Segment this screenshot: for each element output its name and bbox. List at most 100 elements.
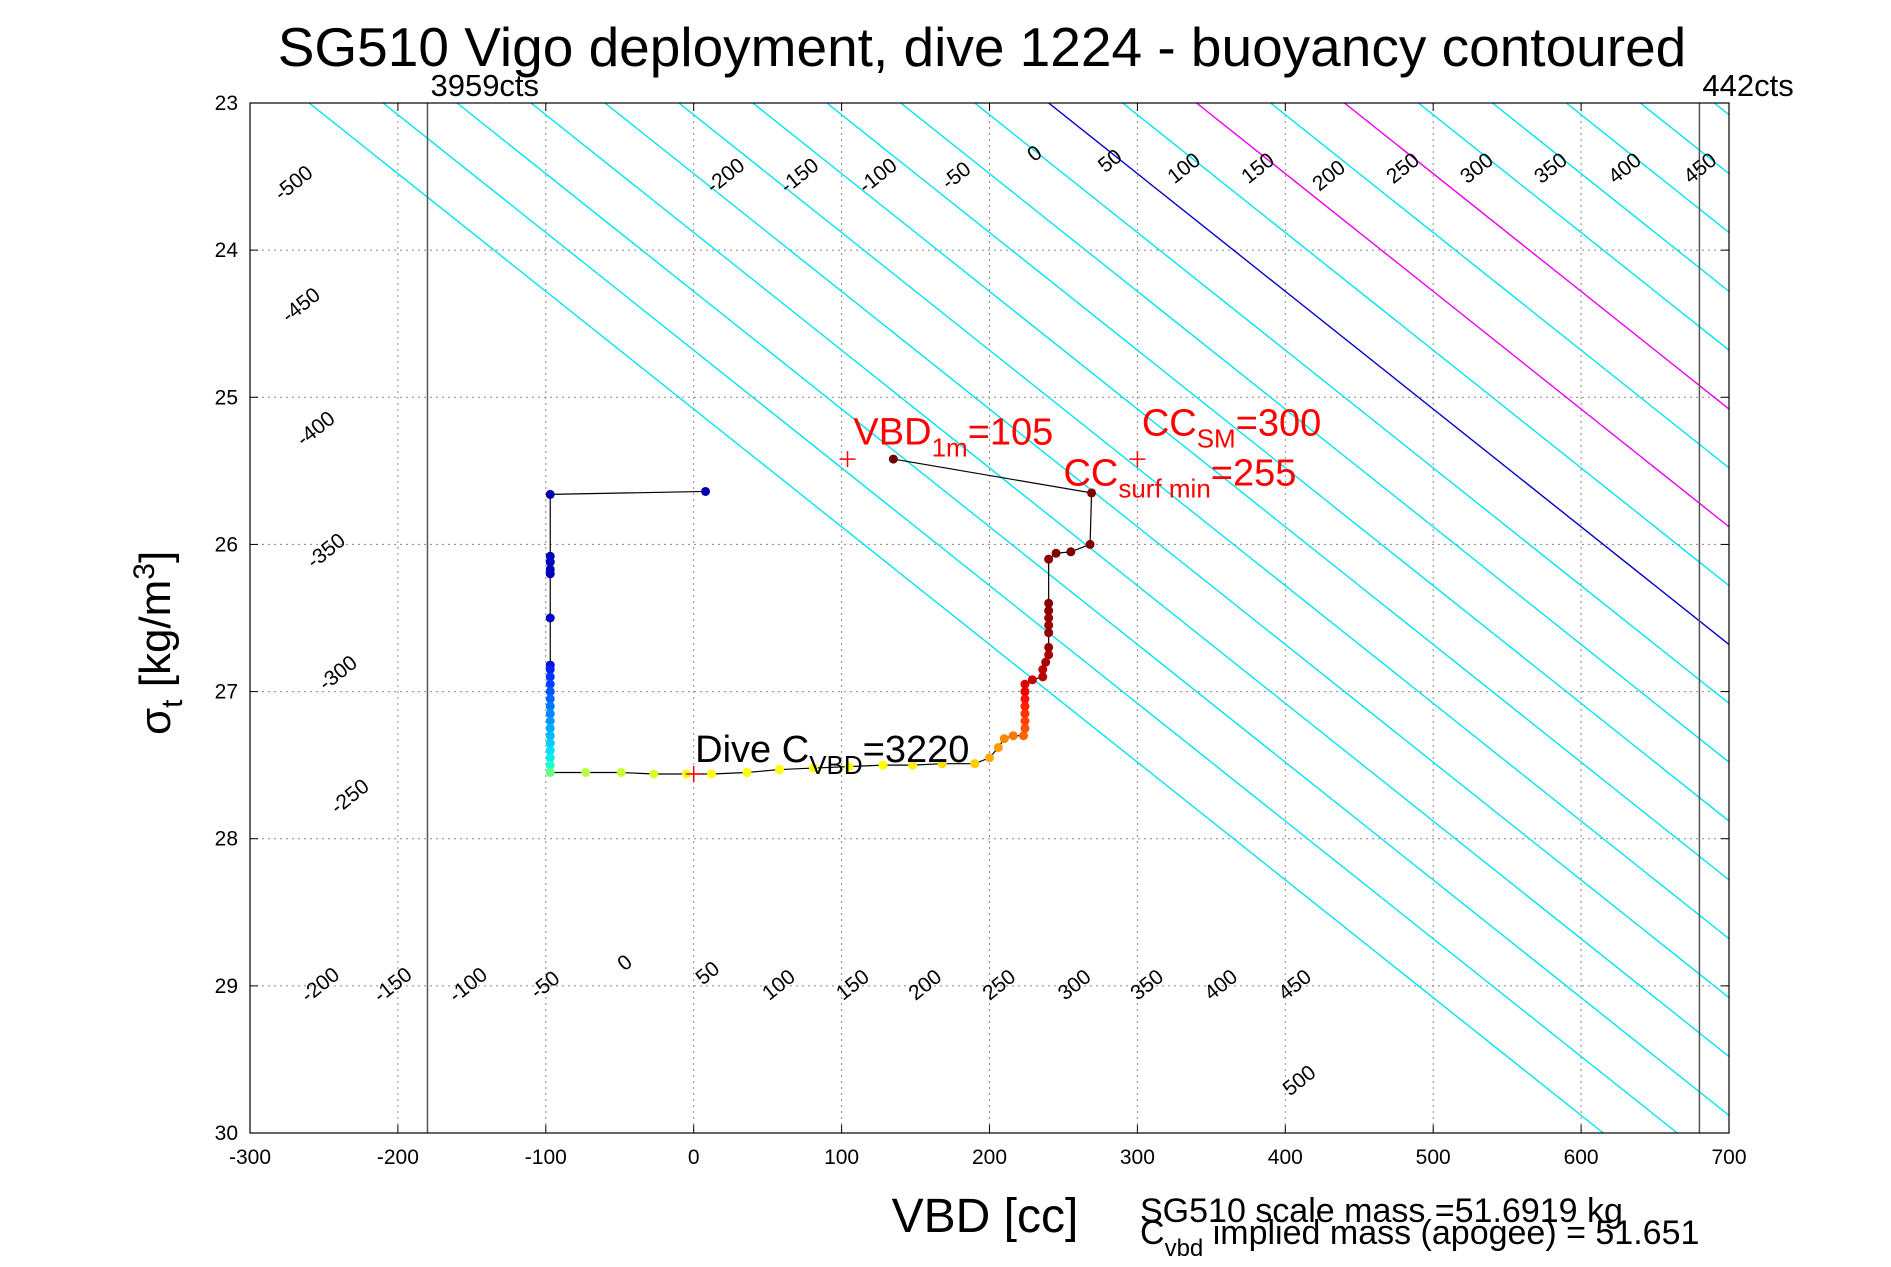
dive-path-point (937, 759, 947, 769)
dive-path-point (545, 687, 555, 697)
dive-path-point (808, 763, 818, 773)
annotation-ccsurf: CCsurf min=255 (1063, 453, 1296, 504)
x-tick-label: 400 (1268, 1146, 1303, 1169)
annotation-ccsm: CCSM=300 (1142, 403, 1321, 454)
dive-path-point (1020, 709, 1030, 719)
dive-path-point (1008, 731, 1018, 741)
y-axis-label: σt [kg/m3] (128, 551, 189, 735)
dive-path-point (1044, 620, 1054, 630)
x-tick-label: 100 (824, 1146, 859, 1169)
dive-path-point (545, 760, 555, 770)
dive-path-point (545, 768, 555, 777)
dive-path-point (545, 679, 555, 689)
x-tick-label: 700 (1711, 1146, 1746, 1169)
dive-path-point (1087, 488, 1097, 498)
dive-path-point (1041, 657, 1051, 667)
footer-implied-mass: Cvbd implied mass (apogee) = 51.651 (1140, 1214, 1699, 1262)
dive-path-point (1085, 539, 1095, 549)
dive-path-point (649, 769, 659, 779)
contour-line (900, 103, 1729, 764)
y-tick-label: 28 (215, 828, 238, 851)
dive-path-point (1044, 554, 1054, 564)
contour-line (974, 103, 1729, 705)
dive-path-point (774, 765, 784, 775)
x-tick-label: -200 (377, 1146, 419, 1169)
dive-path-point (1038, 672, 1048, 682)
dive-path-point (1044, 598, 1054, 608)
dive-path-point (616, 768, 626, 777)
dive-path-point (545, 731, 555, 741)
annotation-vbd1m: VBD1m=105 (853, 411, 1053, 462)
contour-lines (308, 103, 1729, 1133)
dive-path-point (545, 694, 555, 704)
dive-path-point (1066, 547, 1076, 557)
limit-line-label: 442cts (1702, 68, 1793, 103)
dive-path-point (545, 569, 555, 579)
y-tick-label: 30 (215, 1122, 238, 1145)
x-tick-label: 600 (1564, 1146, 1599, 1169)
annotation-divecvbd: Dive CVBD=3220 (695, 729, 969, 780)
dive-path-point (878, 760, 888, 770)
dive-path-point (545, 745, 555, 755)
x-tick-label: 200 (972, 1146, 1007, 1169)
x-axis-label: VBD [cc] (892, 1190, 1079, 1243)
dive-path-point (1020, 679, 1030, 689)
contour-line (382, 103, 1678, 1133)
x-tick-label: 300 (1120, 1146, 1155, 1169)
y-tick-label: 27 (215, 681, 238, 704)
dive-path-point (888, 454, 898, 464)
dive-path-point (1020, 694, 1030, 704)
contour-line (1122, 103, 1729, 587)
contour-line (1270, 103, 1729, 469)
highlight-contour-line (1196, 103, 1729, 528)
axis-ticks: -300 -200 -100 0 100 200 300 400 500 600 700 23 24 25… (215, 92, 1747, 1169)
dive-path-point (1027, 675, 1037, 685)
x-tick-label: -100 (525, 1146, 567, 1169)
zero-contour-line (1048, 103, 1729, 646)
x-tick-label: 0 (688, 1146, 700, 1169)
dive-path-point (706, 769, 716, 779)
dive-path-point (742, 768, 752, 777)
dive-path-point (1044, 606, 1054, 616)
contour-line (1491, 103, 1729, 293)
contour-line (604, 103, 1729, 999)
dive-path-point (701, 486, 711, 496)
contour-line (826, 103, 1729, 822)
dive-path-point (1020, 716, 1030, 726)
dive-path-point (1019, 731, 1029, 741)
contour-line (308, 103, 1604, 1133)
dive-path-point (999, 734, 1009, 744)
y-tick-label: 23 (215, 92, 238, 115)
dive-path-point (844, 762, 854, 772)
x-tick-label: -300 (229, 1146, 271, 1169)
dive-path-point (545, 701, 555, 711)
x-tick-label: 500 (1416, 1146, 1451, 1169)
highlight-contour-line (1344, 103, 1729, 410)
y-tick-label: 26 (215, 533, 238, 556)
contour-line (678, 103, 1729, 940)
dive-path-point (908, 760, 918, 770)
plus-marker (685, 765, 702, 782)
dive-path-point (1044, 650, 1054, 660)
dive-path-point (1038, 665, 1048, 674)
dive-path-point (545, 613, 555, 623)
y-tick-label: 24 (215, 239, 239, 262)
dive-path-point (1044, 628, 1054, 638)
dive-path-point (545, 672, 555, 682)
dive-path-point (545, 738, 555, 748)
dive-path-point (1020, 687, 1030, 697)
contour-line (752, 103, 1729, 881)
plus-marker (839, 451, 856, 468)
dive-path-point (1051, 548, 1061, 558)
contour-line (1417, 103, 1729, 352)
dive-path-point (1020, 701, 1030, 711)
dive-path-point (545, 753, 555, 763)
dive-path-point (1044, 642, 1054, 652)
dive-path-point (545, 716, 555, 726)
dive-path-point (545, 489, 555, 499)
dive-path-point (545, 709, 555, 719)
dive-path-point (581, 768, 591, 777)
contour-line (530, 103, 1729, 1058)
